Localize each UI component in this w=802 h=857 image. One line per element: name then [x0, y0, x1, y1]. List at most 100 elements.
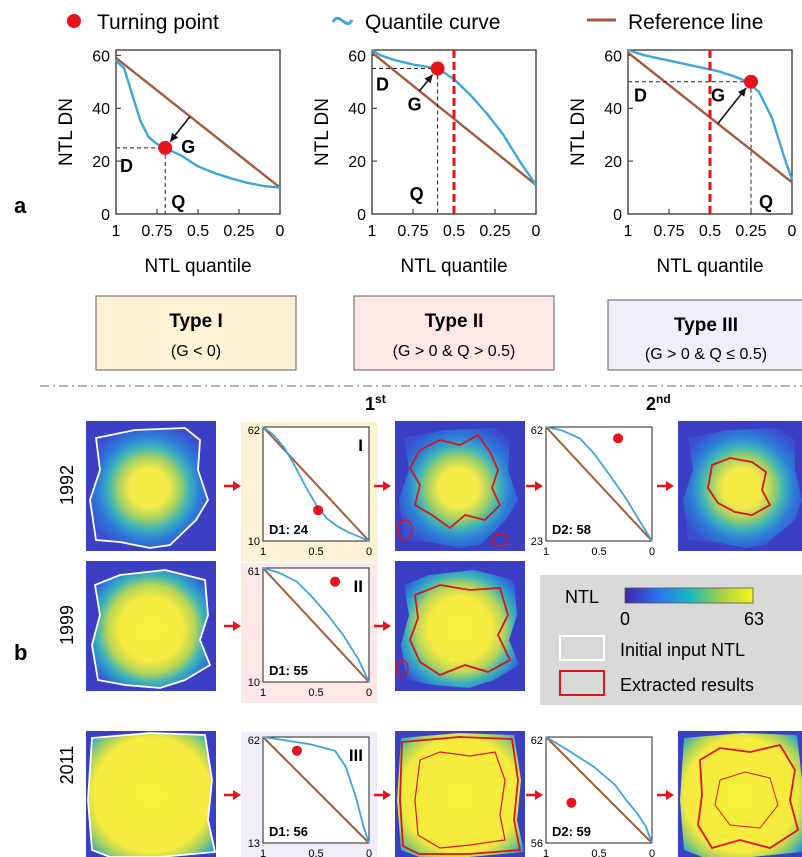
x-tick-label: 1	[260, 848, 266, 857]
x-tick-label: 0	[649, 848, 655, 857]
turning-point	[330, 576, 341, 587]
turning-point-legend-label: Turning point	[97, 11, 219, 34]
flow-arrowhead	[383, 621, 391, 631]
initial-input-swatch	[559, 635, 605, 661]
x-tick-label: 1	[368, 223, 377, 240]
map-2011-first-result	[395, 731, 525, 857]
type-label: II	[354, 577, 363, 596]
turning-point	[566, 797, 577, 808]
map-images	[86, 421, 802, 857]
top-legend: Turning point Quantile curve Reference l…	[67, 11, 763, 34]
type-ii-condition: (G > 0 & Q > 0.5)	[393, 343, 516, 360]
panel-b-label: b	[14, 640, 27, 665]
quantile-curve-legend-label: Quantile curve	[365, 11, 500, 34]
quantile-chart-3: 0 20 40 60 1 0.75 0.5 0.25 0 NTL DN NTL quantile D G…	[568, 48, 797, 277]
x-tick-label: 0	[366, 546, 372, 558]
x-tick-label: 0.5	[187, 223, 209, 240]
mark-q: Q	[410, 184, 424, 204]
turning-point	[744, 74, 758, 89]
quantile-curve	[545, 736, 653, 844]
x-tick-label: 1	[543, 848, 549, 857]
x-tick-label: 0.5	[699, 223, 721, 240]
x-tick-label: 0.75	[141, 223, 172, 240]
x-tick-label: 1	[260, 687, 266, 699]
x-tick-label: 0.5	[591, 848, 606, 857]
y-min-label: 23	[531, 536, 543, 548]
year-label-1999: 1999	[57, 605, 77, 645]
y-axis-label: NTL DN	[568, 98, 589, 166]
map-1999-first-result	[395, 561, 525, 691]
quantile-curve	[262, 426, 370, 542]
x-tick-label: 0	[649, 546, 655, 558]
quantile-curve	[627, 48, 794, 180]
type-i-box	[95, 295, 297, 371]
map-1992-second-result	[678, 421, 802, 551]
y-tick-label: 60	[604, 48, 622, 65]
x-tick-label: 0.25	[479, 223, 510, 240]
map-2011-input	[86, 731, 217, 857]
flow-arrowhead	[535, 790, 543, 800]
colorbar-max: 63	[744, 609, 764, 629]
threshold-label: D2: 59	[552, 824, 591, 839]
type-label: III	[349, 746, 363, 765]
type-iii-condition: (G > 0 & Q ≤ 0.5)	[645, 346, 767, 363]
y-min-label: 10	[248, 677, 260, 689]
reference-line	[545, 426, 653, 542]
turning-point	[313, 505, 324, 516]
reference-line-legend-label: Reference line	[628, 11, 763, 34]
threshold-label: D1: 56	[269, 824, 308, 839]
chart-frame	[115, 49, 281, 215]
turning-point	[291, 745, 302, 756]
x-tick-label: 0	[532, 223, 541, 240]
x-tick-label: 0	[788, 223, 797, 240]
y-max-label: 61	[248, 566, 260, 578]
x-tick-label: 1	[543, 546, 549, 558]
mark-d: D	[634, 86, 647, 106]
colorbar-min: 0	[620, 609, 630, 629]
extracted-results-label: Extracted results	[620, 675, 754, 695]
x-axis-label: NTL quantile	[400, 256, 507, 277]
x-axis-label: NTL quantile	[656, 256, 763, 277]
reference-line	[262, 736, 370, 844]
mark-d: D	[376, 75, 389, 95]
year-label-2011: 2011	[57, 746, 77, 785]
x-tick-label: 0	[366, 848, 372, 857]
y-tick-label: 20	[92, 154, 110, 171]
type-iii-box	[607, 299, 802, 371]
x-tick-label: 0.5	[591, 546, 606, 558]
turning-point	[158, 140, 173, 155]
map-2011-second-result	[678, 731, 802, 857]
x-tick-label: 0.75	[653, 223, 684, 240]
type-boxes: Type I (G < 0) Type II (G > 0 & Q > 0.5)…	[95, 295, 802, 371]
y-max-label: 62	[531, 425, 543, 437]
initial-input-label: Initial input NTL	[620, 640, 745, 660]
quantile-curve-legend-marker	[331, 16, 354, 26]
g-arrowhead	[424, 74, 433, 84]
iteration-chart-2011-c2: 62 561 0.5 0 D2: 59	[531, 735, 655, 857]
x-tick-label: 1	[112, 223, 121, 240]
x-tick-label: 0.25	[223, 223, 254, 240]
g-arrowhead	[170, 132, 179, 142]
x-tick-label: 0.25	[735, 223, 766, 240]
flow-arrowhead	[666, 481, 674, 491]
type-ii-box	[353, 295, 555, 371]
flow-arrowhead	[233, 621, 241, 631]
flow-arrowhead	[666, 790, 674, 800]
quantile-curve	[115, 59, 281, 189]
second-iteration-label: 2nd	[646, 392, 671, 414]
y-min-label: 10	[248, 536, 260, 548]
mark-q: Q	[759, 192, 773, 212]
g-arrowhead	[737, 88, 747, 97]
threshold-label: D1: 55	[269, 663, 308, 678]
map-1992-input	[86, 421, 216, 551]
type-i-condition: (G < 0)	[171, 343, 221, 360]
x-tick-label: 1	[624, 223, 633, 240]
iteration-chart-2011-c1: 62 131 0.5 0 D1: 56 III	[241, 732, 377, 857]
y-tick-label: 0	[613, 207, 622, 224]
y-tick-label: 60	[92, 48, 110, 65]
y-max-label: 62	[531, 735, 543, 747]
quantile-curve	[371, 48, 537, 186]
quantile-chart-1: 0 20 40 60 1 0.75 0.5 0.25 0 NTL DN NTL quantile D G…	[56, 48, 285, 277]
x-tick-label: 0.5	[443, 223, 465, 240]
